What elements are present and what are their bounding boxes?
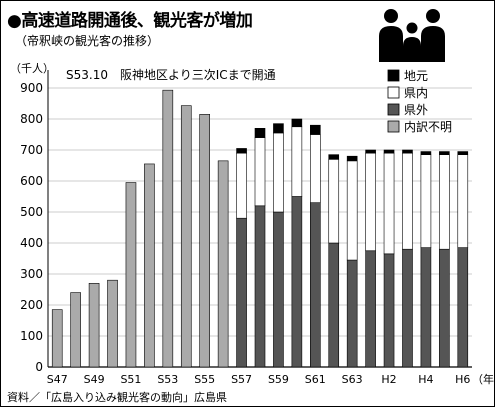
bar-segment-chimoto: [365, 149, 376, 154]
bar-segment-kennai: [310, 134, 321, 203]
bar-segment-kennai: [457, 154, 469, 248]
bar-segment-uchiwake_fumei: [51, 309, 63, 368]
family-icon: [379, 9, 445, 62]
bar-segment-chimoto: [346, 155, 358, 162]
legend-label: 県内: [404, 86, 428, 100]
x-axis-unit: （年）: [472, 372, 495, 386]
x-tick-label: S61: [305, 373, 326, 386]
bar-segment-kengai: [310, 202, 321, 368]
bar-segment-chimoto: [291, 118, 303, 128]
legend-swatch-kengai: [387, 103, 400, 116]
chart-subtitle: （帝釈峡の観光客の推移）: [15, 34, 160, 48]
bar-segment-chimoto: [254, 128, 266, 138]
bar-segment-kengai: [365, 250, 376, 368]
bar-segment-kennai: [291, 126, 303, 197]
bar-segment-kennai: [254, 137, 266, 207]
bar-segment-kennai: [420, 154, 432, 248]
y-tick-label: 400: [20, 236, 43, 250]
bar-segment-kengai: [420, 247, 432, 368]
x-tick-label: S59: [268, 373, 289, 386]
bar-segment-kennai: [383, 152, 395, 255]
y-tick-label: 300: [20, 267, 43, 281]
y-tick-label: 800: [20, 112, 43, 126]
bar-segment-uchiwake_fumei: [180, 105, 192, 368]
bar-segment-chimoto: [273, 123, 284, 134]
y-tick-label: 0: [35, 360, 43, 374]
bar-segment-kennai: [346, 160, 358, 261]
legend-swatch-kennai: [387, 86, 400, 99]
bar-segment-kennai: [365, 152, 376, 252]
y-tick-label: 900: [20, 81, 43, 95]
legend-label: 内訳不明: [404, 119, 452, 134]
y-tick-label: 200: [20, 298, 43, 312]
bar-segment-kennai: [439, 154, 450, 250]
source-note: 資料／「広島入り込み観光客の動向」広島県: [7, 391, 227, 404]
bar-segment-uchiwake_fumei: [217, 160, 229, 368]
bar-segment-chimoto: [310, 124, 321, 135]
x-tick-label: S55: [194, 373, 215, 386]
bar-segment-kengai: [291, 196, 303, 368]
y-tick-label: 600: [20, 174, 43, 188]
chart-annotation: S53.10 阪神地区より三次ICまで開通: [66, 68, 276, 82]
x-tick-label: S49: [84, 373, 105, 386]
bar-segment-kengai: [254, 205, 266, 368]
bar-segment-uchiwake_fumei: [144, 163, 155, 368]
x-tick-label: H2: [381, 373, 396, 386]
bar-segment-kengai: [236, 217, 247, 368]
legend-label: 県外: [404, 103, 428, 117]
x-tick-label: S53: [157, 373, 178, 386]
x-tick-label: S51: [120, 373, 141, 386]
legend-label: 地元: [404, 69, 428, 83]
legend-swatch-chimoto: [387, 69, 400, 82]
bar-segment-kengai: [273, 211, 284, 368]
bar-segment-chimoto: [439, 151, 450, 155]
bar-segment-kengai: [402, 248, 413, 368]
x-tick-label: H6: [455, 373, 470, 386]
bar-segment-kennai: [236, 152, 247, 219]
chart-title: ●高速道路開通後、観光客が増加: [7, 11, 253, 31]
bar-segment-uchiwake_fumei: [162, 89, 174, 368]
bar-segment-chimoto: [236, 148, 247, 154]
bar-segment-kennai: [273, 132, 284, 213]
bar-segment-kengai: [457, 247, 469, 368]
bar-segment-chimoto: [402, 149, 413, 154]
bar-segment-kengai: [328, 242, 340, 368]
legend-swatch-uchiwake_fumei: [387, 120, 400, 133]
x-tick-label: S57: [231, 373, 252, 386]
bar-segment-kennai: [328, 159, 340, 244]
bar-segment-kennai: [402, 152, 413, 250]
bar-segment-uchiwake_fumei: [125, 182, 137, 368]
bar-segment-chimoto: [328, 154, 340, 160]
bar-segment-chimoto: [383, 149, 395, 154]
bar-segment-chimoto: [457, 151, 469, 155]
bar-segment-uchiwake_fumei: [88, 282, 100, 368]
y-axis-label: （千人）: [10, 62, 54, 75]
x-tick-label: S47: [47, 373, 68, 386]
bar-segment-uchiwake_fumei: [199, 114, 210, 368]
bar-segment-uchiwake_fumei: [70, 292, 81, 368]
bar-segment-chimoto: [420, 151, 432, 155]
bar-segment-kengai: [383, 253, 395, 368]
bar-segment-kengai: [439, 248, 450, 368]
y-tick-label: 500: [20, 205, 43, 219]
x-tick-label: H4: [418, 373, 433, 386]
bar-segment-uchiwake_fumei: [107, 279, 118, 368]
x-tick-label: S63: [342, 373, 363, 386]
bar-segment-kengai: [346, 259, 358, 368]
y-tick-label: 100: [20, 329, 43, 343]
y-tick-label: 700: [20, 143, 43, 157]
